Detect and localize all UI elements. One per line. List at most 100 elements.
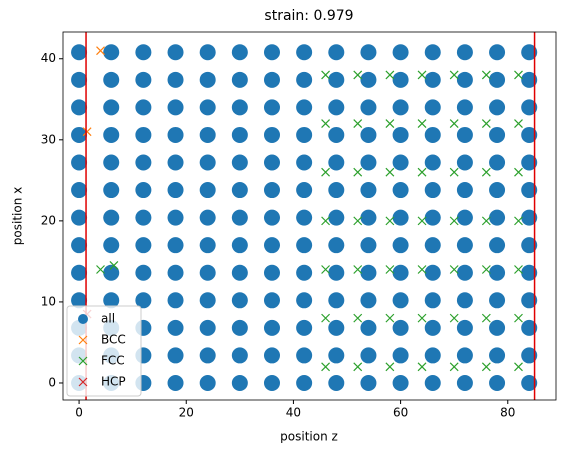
- point: [167, 99, 184, 116]
- point: [521, 209, 538, 226]
- point: [424, 154, 441, 171]
- point: [135, 126, 152, 143]
- point: [514, 265, 523, 274]
- point: [424, 292, 441, 309]
- point: [231, 209, 248, 226]
- point: [481, 119, 491, 129]
- point: [167, 71, 184, 88]
- point: [199, 209, 216, 226]
- legend-label: HCP: [101, 375, 126, 389]
- point: [321, 216, 331, 226]
- legend-marker: [78, 314, 88, 324]
- point: [109, 261, 119, 270]
- point: [424, 126, 441, 143]
- point: [456, 154, 473, 171]
- point: [71, 264, 88, 281]
- point: [424, 347, 441, 364]
- point: [263, 71, 280, 88]
- point: [296, 154, 313, 171]
- point: [328, 237, 345, 254]
- point: [392, 237, 409, 254]
- point: [296, 99, 313, 116]
- y-tick-label: 40: [41, 51, 56, 65]
- plot-area: [71, 44, 538, 391]
- point: [392, 182, 409, 199]
- point: [199, 292, 216, 309]
- point: [424, 209, 441, 226]
- point: [353, 119, 363, 129]
- point: [296, 182, 313, 199]
- point: [71, 209, 88, 226]
- point: [489, 44, 506, 61]
- point: [385, 216, 395, 226]
- point: [263, 209, 280, 226]
- point: [456, 126, 473, 143]
- point: [514, 70, 523, 80]
- point: [424, 264, 441, 281]
- point: [392, 209, 409, 226]
- point: [71, 99, 88, 116]
- point: [489, 126, 506, 143]
- point: [135, 71, 152, 88]
- point: [456, 209, 473, 226]
- point: [353, 216, 363, 226]
- point: [103, 209, 120, 226]
- point: [199, 182, 216, 199]
- point: [328, 71, 345, 88]
- point: [456, 237, 473, 254]
- point: [321, 313, 331, 323]
- point: [449, 313, 459, 323]
- point: [321, 362, 331, 372]
- point: [296, 319, 313, 336]
- point: [360, 292, 377, 309]
- point: [296, 126, 313, 143]
- point: [456, 182, 473, 199]
- point: [521, 347, 538, 364]
- point: [328, 126, 345, 143]
- point: [481, 313, 491, 323]
- point: [481, 265, 491, 274]
- point: [231, 319, 248, 336]
- point: [417, 167, 427, 177]
- point: [82, 127, 92, 137]
- point: [449, 70, 459, 80]
- point: [231, 126, 248, 143]
- point: [103, 292, 120, 309]
- point: [481, 167, 491, 177]
- point: [514, 167, 523, 177]
- x-tick-label: 20: [179, 406, 194, 420]
- legend-label: all: [101, 312, 115, 326]
- point: [167, 319, 184, 336]
- point: [360, 264, 377, 281]
- point: [392, 292, 409, 309]
- point: [263, 154, 280, 171]
- point: [521, 99, 538, 116]
- point: [481, 70, 491, 80]
- point: [424, 237, 441, 254]
- point: [449, 362, 459, 372]
- legend-box: [66, 305, 142, 397]
- x-tick-label: 40: [286, 406, 301, 420]
- point: [360, 347, 377, 364]
- point: [199, 71, 216, 88]
- point: [103, 99, 120, 116]
- point: [167, 237, 184, 254]
- point: [135, 264, 152, 281]
- point: [353, 362, 363, 372]
- point: [514, 119, 523, 129]
- point: [489, 264, 506, 281]
- point: [231, 237, 248, 254]
- point: [521, 237, 538, 254]
- point: [71, 44, 88, 61]
- point: [360, 237, 377, 254]
- point: [96, 265, 105, 274]
- point: [353, 313, 363, 323]
- point: [135, 44, 152, 61]
- point: [296, 264, 313, 281]
- point: [328, 154, 345, 171]
- point: [424, 71, 441, 88]
- point: [481, 362, 491, 372]
- point: [328, 264, 345, 281]
- point: [456, 292, 473, 309]
- point: [514, 362, 523, 372]
